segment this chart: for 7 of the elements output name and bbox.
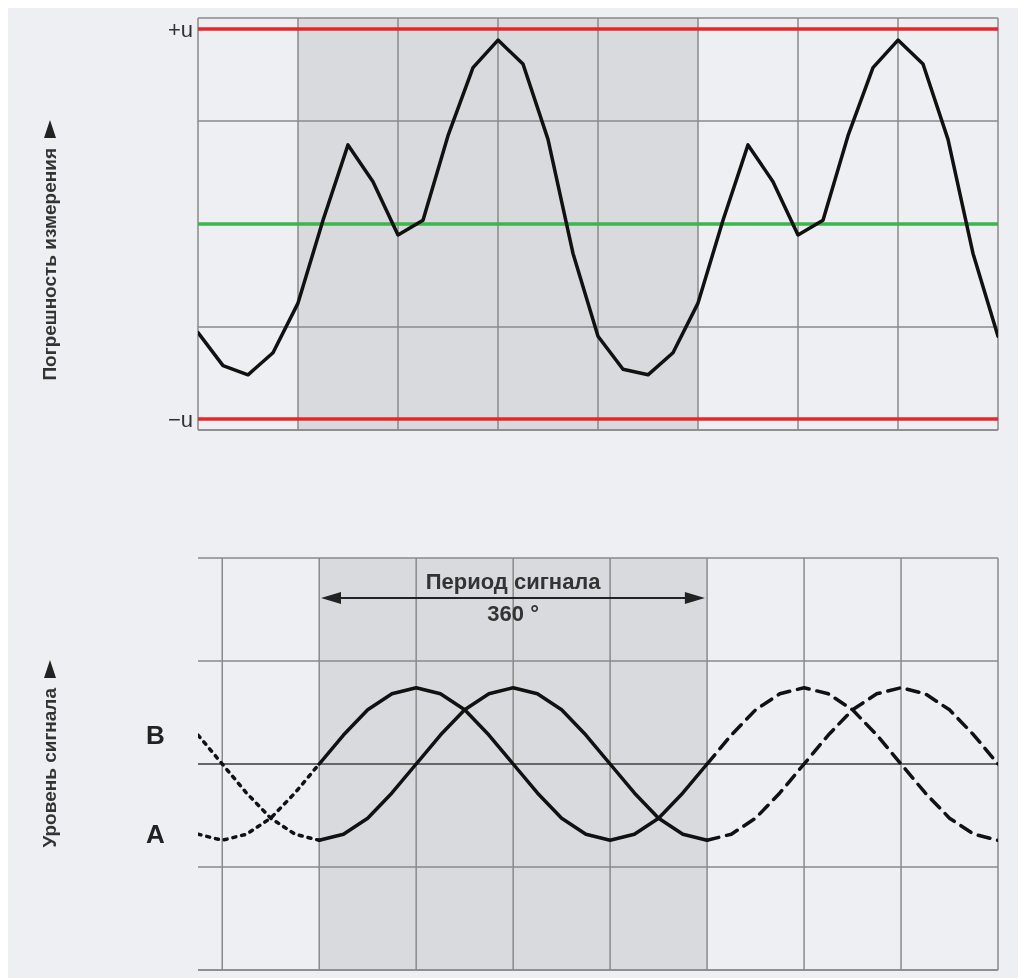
text: Период сигнала 360 ° [424, 568, 602, 628]
y-axis-title: Погрешность измерения [39, 148, 61, 381]
series-label: A [146, 819, 165, 851]
ref-line-label: +u [167, 16, 193, 42]
y-axis-title: Уровень сигнала [39, 688, 61, 848]
ref-line-label: −u [167, 406, 193, 432]
series-label: B [146, 720, 165, 751]
